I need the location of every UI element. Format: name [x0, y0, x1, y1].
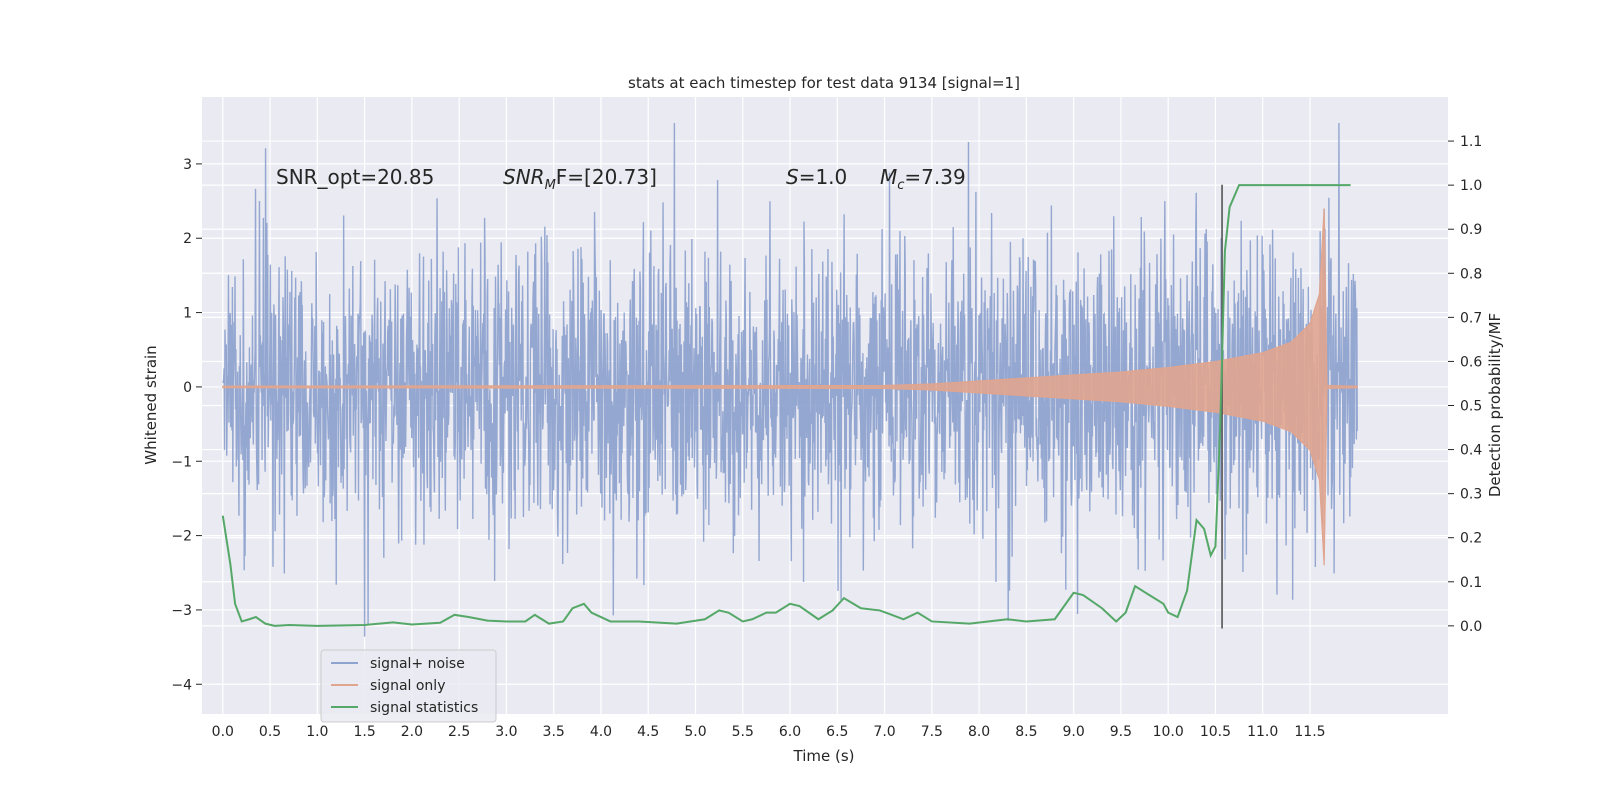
x-axis-label: Time (s): [793, 747, 855, 765]
annotation-snr-opt: SNR_opt=20.85: [276, 165, 434, 189]
y-left-tick-label: −4: [171, 677, 192, 693]
y-left-tick-label: 0: [183, 380, 192, 396]
x-tick-label: 1.0: [306, 724, 328, 740]
y-right-tick-label: 0.6: [1460, 354, 1482, 370]
x-tick-label: 11.0: [1247, 724, 1278, 740]
legend-label-signal-only: signal only: [370, 678, 445, 694]
x-tick-label: 2.0: [401, 724, 423, 740]
y-left-tick-label: 2: [183, 231, 192, 247]
x-tick-label: 6.0: [779, 724, 801, 740]
legend-box: [320, 649, 497, 723]
y-left-tick-label: 3: [183, 157, 192, 173]
x-tick-label: 5.0: [684, 724, 706, 740]
series-signal-statistics: [221, 184, 1351, 627]
x-tick-label: 3.5: [543, 724, 565, 740]
x-tick-label: 6.5: [826, 724, 848, 740]
y-left-tick-label: −1: [171, 454, 192, 470]
annotation-snr-mf-rest: F=[20.73]: [556, 165, 657, 189]
x-tick-label: 10.5: [1200, 724, 1231, 740]
x-tick-label: 5.5: [732, 724, 754, 740]
annotation-s: S=1.0: [786, 165, 847, 189]
y-right-tick-label: 0.7: [1460, 310, 1482, 326]
tick-labels: 0.0 0.5 1.0 1.5 2.0 2.5 3.0 3.5 4.0 4.5 5.0 5.5 6.0 6…: [171, 134, 1482, 740]
chart-title: stats at each timestep for test data 913…: [628, 74, 1020, 92]
series-layer: [221, 123, 1358, 637]
y-right-tick-label: 1.0: [1460, 178, 1482, 194]
y-right-tick-label: 0.5: [1460, 399, 1482, 415]
x-tick-label: 0.0: [212, 724, 234, 740]
series-signal-only: [222, 208, 1358, 566]
y-right-tick-label: 0.0: [1460, 619, 1482, 635]
y-right-tick-label: 0.2: [1460, 531, 1482, 547]
x-tick-label: 3.0: [495, 724, 517, 740]
x-tick-label: 1.5: [353, 724, 375, 740]
legend: signal+ noise signal only signal statist…: [320, 649, 497, 723]
annotation-s-rest: =1.0: [799, 165, 848, 189]
legend-label-signal-noise: signal+ noise: [370, 656, 465, 672]
annotation-snr-mf: SNRMF=[20.73]: [503, 165, 657, 193]
annotation-snr-mf-main: SNR: [503, 165, 545, 189]
annotation-snr-mf-sub: M: [545, 178, 556, 193]
x-tick-label: 4.5: [637, 724, 659, 740]
x-tick-label: 0.5: [259, 724, 281, 740]
x-tick-label: 2.5: [448, 724, 470, 740]
x-tick-label: 7.5: [921, 724, 943, 740]
y-left-tick-label: −3: [171, 603, 192, 619]
x-tick-label: 8.0: [968, 724, 990, 740]
y-axis-label-left: Whitened strain: [142, 345, 160, 464]
x-tick-label: 11.5: [1294, 724, 1325, 740]
x-tick-label: 9.5: [1110, 724, 1132, 740]
x-tick-label: 10.0: [1153, 724, 1184, 740]
x-tick-label: 9.0: [1063, 724, 1085, 740]
y-right-tick-label: 1.1: [1460, 134, 1482, 150]
legend-label-signal-statistics: signal statistics: [370, 700, 478, 716]
y-left-tick-label: −2: [171, 529, 192, 545]
x-tick-label: 7.0: [873, 724, 895, 740]
y-right-tick-label: 0.4: [1460, 443, 1482, 459]
y-left-tick-label: 1: [183, 306, 192, 322]
annotation-mc-main: M: [880, 165, 897, 189]
y-right-tick-label: 0.8: [1460, 266, 1482, 282]
y-right-tick-label: 0.1: [1460, 575, 1482, 591]
y-right-tick-label: 0.3: [1460, 487, 1482, 503]
annotation-mc-sub: c: [897, 178, 904, 193]
x-tick-label: 4.0: [590, 724, 612, 740]
y-right-tick-label: 0.9: [1460, 222, 1482, 238]
annotation-mc: Mc=7.39: [880, 165, 966, 193]
annotation-mc-rest: =7.39: [904, 165, 965, 189]
annotation-s-main: S: [786, 165, 799, 189]
x-tick-label: 8.5: [1015, 724, 1037, 740]
y-axis-label-right: Detection probability/MF: [1486, 313, 1504, 497]
